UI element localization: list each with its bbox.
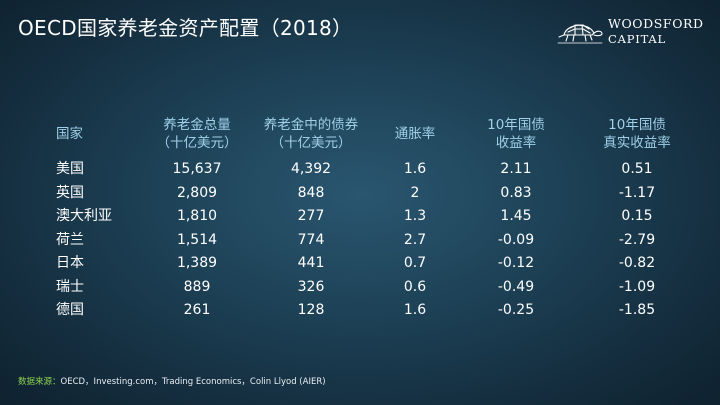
table-row: 荷兰 1,514 774 2.7 -0.09 -2.79 xyxy=(50,229,702,253)
table-row: 澳大利亚 1,810 277 1.3 1.45 0.15 xyxy=(50,205,702,229)
cell-real-yield: 0.15 xyxy=(621,208,653,224)
cell-country: 英国 xyxy=(56,184,84,201)
table-row: 日本 1,389 441 0.7 -0.12 -0.82 xyxy=(50,252,702,276)
cell-yield: -0.12 xyxy=(497,255,535,271)
cell-bonds: 4,392 xyxy=(290,161,332,177)
cell-real-yield: -1.17 xyxy=(618,184,656,201)
table-row: 德国 261 128 1.6 -0.25 -1.85 xyxy=(50,299,702,323)
cell-inflation: 1.6 xyxy=(403,302,427,318)
cell-bonds: 128 xyxy=(297,302,325,318)
cell-total: 1,514 xyxy=(176,231,218,248)
cell-total: 1,389 xyxy=(176,255,218,271)
cell-country: 荷兰 xyxy=(56,231,84,248)
cell-country: 瑞士 xyxy=(56,278,84,295)
header-country: 国家 xyxy=(56,126,83,142)
table-row: 英国 2,809 848 2 0.83 -1.17 xyxy=(50,182,702,206)
cell-yield: -0.49 xyxy=(497,278,535,295)
cell-real-yield: 0.51 xyxy=(621,161,653,177)
cell-bonds: 326 xyxy=(297,278,325,295)
header-10y-real-yield: 10年国债 真实收益率 xyxy=(603,117,671,151)
logo-text-line1: WOODSFORD xyxy=(608,16,704,31)
cell-yield: -0.25 xyxy=(497,302,535,318)
header-total-pension: 养老金总量 （十亿美元） xyxy=(156,117,238,151)
cell-inflation: 1.3 xyxy=(403,208,427,224)
cell-real-yield: -0.82 xyxy=(618,255,656,271)
cell-real-yield: -2.79 xyxy=(618,231,656,248)
cell-real-yield: -1.85 xyxy=(618,302,656,318)
table-row: 美国 15,637 4,392 1.6 2.11 0.51 xyxy=(50,158,702,182)
page-title: OECD国家养老金资产配置（2018） xyxy=(18,16,353,40)
table-row: 瑞士 889 326 0.6 -0.49 -1.09 xyxy=(50,276,702,300)
data-source-label: 数据来源： xyxy=(18,377,61,387)
cell-yield: -0.09 xyxy=(497,231,535,248)
cell-total: 15,637 xyxy=(172,161,222,177)
table-header-row: 国家 养老金总量 （十亿美元） 养老金中的债券 （十亿美元） 通胀率 10年国债 收益… xyxy=(50,116,702,158)
header-pension-bonds: 养老金中的债券 （十亿美元） xyxy=(263,117,359,151)
company-logo: WOODSFORD CAPITAL xyxy=(556,14,706,48)
header-inflation: 通胀率 xyxy=(394,126,436,142)
cell-inflation: 2.7 xyxy=(403,231,427,248)
cell-real-yield: -1.09 xyxy=(618,278,656,295)
cell-country: 美国 xyxy=(56,161,84,177)
cell-bonds: 441 xyxy=(297,255,325,271)
cell-yield: 1.45 xyxy=(500,208,532,224)
cell-bonds: 277 xyxy=(297,208,325,224)
cell-yield: 0.83 xyxy=(500,184,532,201)
cell-total: 889 xyxy=(183,278,211,295)
header-10y-yield: 10年国债 收益率 xyxy=(487,117,545,151)
tortoise-icon xyxy=(557,24,603,44)
data-source-note: 数据来源：OECD，Investing.com，Trading Economic… xyxy=(18,375,326,387)
pension-allocation-table: 国家 养老金总量 （十亿美元） 养老金中的债券 （十亿美元） 通胀率 10年国债 收益… xyxy=(50,116,702,323)
cell-country: 澳大利亚 xyxy=(56,208,112,224)
cell-total: 261 xyxy=(183,302,211,318)
cell-inflation: 2 xyxy=(410,184,420,201)
cell-bonds: 848 xyxy=(297,184,325,201)
cell-country: 日本 xyxy=(56,255,84,271)
cell-total: 1,810 xyxy=(176,208,218,224)
cell-total: 2,809 xyxy=(176,184,218,201)
cell-inflation: 0.7 xyxy=(403,255,427,271)
cell-bonds: 774 xyxy=(297,231,325,248)
cell-inflation: 1.6 xyxy=(403,161,427,177)
logo-text-line2: CAPITAL xyxy=(608,32,666,46)
data-source-text: OECD，Investing.com，Trading Economics，Col… xyxy=(60,377,326,387)
cell-country: 德国 xyxy=(56,302,84,318)
cell-inflation: 0.6 xyxy=(403,278,427,295)
cell-yield: 2.11 xyxy=(500,161,532,177)
